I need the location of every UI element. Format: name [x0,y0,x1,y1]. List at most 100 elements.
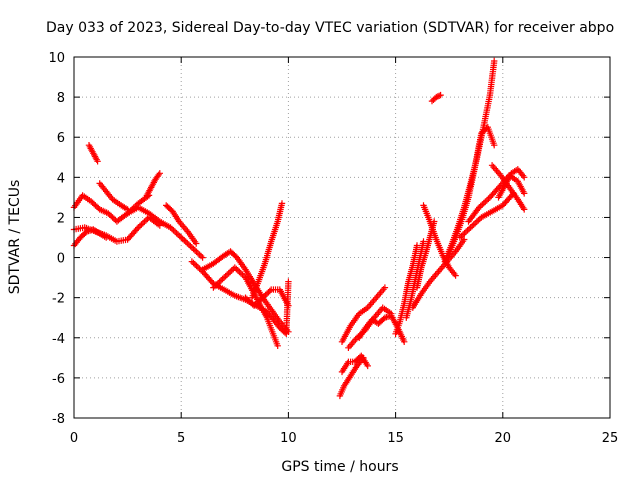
data-point [475,217,482,224]
data-point [274,342,281,349]
y-axis-ticks: -8 -6 -4 -2 0 2 4 6 8 10 [48,51,610,427]
grid [74,57,610,418]
data-point [168,225,176,233]
data-series [456,190,517,241]
data-point [216,278,223,286]
data-point [285,302,292,309]
data-point [521,190,528,197]
data-series [403,238,427,321]
data-point [285,278,292,285]
data-point [452,272,459,279]
data-point [193,248,200,255]
data-point [465,225,473,233]
data-series [409,236,468,311]
data-point [381,284,389,291]
data-point [217,277,225,284]
y-tick-label: -6 [52,372,65,387]
data-series [413,218,438,291]
data-point [197,252,205,260]
data-point [167,224,174,231]
data-series [85,142,101,165]
data-point [193,240,200,247]
data-series [248,200,286,301]
data-point [464,227,471,234]
data-series [143,170,163,199]
data-point [211,283,219,290]
data-point [181,237,188,244]
x-tick-label: 0 [70,431,78,446]
data-point [227,268,234,276]
data-series [242,286,292,309]
data-point [191,247,199,254]
y-tick-label: 2 [57,211,65,226]
y-axis-label: SDTVAR / TECUs [7,180,23,295]
data-point [436,92,443,99]
x-tick-label: 20 [495,431,512,446]
y-tick-label: 4 [57,171,65,186]
data-point [521,206,528,213]
data-point [483,197,491,204]
x-tick-label: 5 [177,431,185,446]
data-series [392,242,421,337]
data-point [176,232,183,240]
data-point [94,158,101,165]
data-point [199,254,206,261]
data-point [138,221,145,228]
data-point [185,241,193,248]
y-tick-label: -2 [52,292,65,307]
data-point [190,259,197,267]
data-point [479,201,486,208]
data-point [182,238,189,245]
data-point [239,271,246,278]
data-series [96,180,131,213]
data-point [469,222,476,230]
data-point [231,264,238,271]
y-tick-label: 8 [57,91,65,106]
data-series [338,284,389,345]
data-point [236,268,243,276]
data-point [491,142,498,149]
data-point [281,329,289,336]
y-tick-label: -8 [52,412,65,427]
data-point [459,231,467,238]
data-point [133,225,141,233]
data-point [491,57,498,65]
data-point [485,195,492,202]
data-point [476,204,483,211]
data-point [480,199,487,207]
data-point [139,220,147,227]
data-point [173,230,180,237]
data-point [458,232,465,240]
data-point [196,251,203,258]
data-series [428,91,444,105]
data-point [222,273,229,280]
data-point [521,174,528,181]
data-point [220,274,228,281]
data-point [155,171,162,178]
data-point [142,217,150,224]
data-series [356,312,408,345]
data-point [178,234,185,241]
y-tick-label: 10 [48,51,65,66]
data-point [187,242,194,250]
data-point [482,198,489,205]
data-point [437,91,444,99]
data-series [338,352,371,376]
data-point [413,242,421,249]
chart-title: Day 033 of 2023, Sidereal Day-to-day VTE… [46,20,614,36]
x-tick-label: 10 [280,431,297,446]
y-tick-label: 6 [57,131,65,146]
data-series [163,202,200,247]
data-point [266,287,273,295]
x-axis-ticks: 0 5 10 15 20 25 [70,57,618,446]
data-series [441,57,498,265]
data-point [401,338,408,345]
data-point [136,222,144,230]
data-point [461,236,468,243]
data-point [191,261,199,268]
x-tick-label: 15 [387,431,404,446]
plot-frame [73,56,611,419]
data-point [210,284,217,291]
data-point [171,228,179,235]
